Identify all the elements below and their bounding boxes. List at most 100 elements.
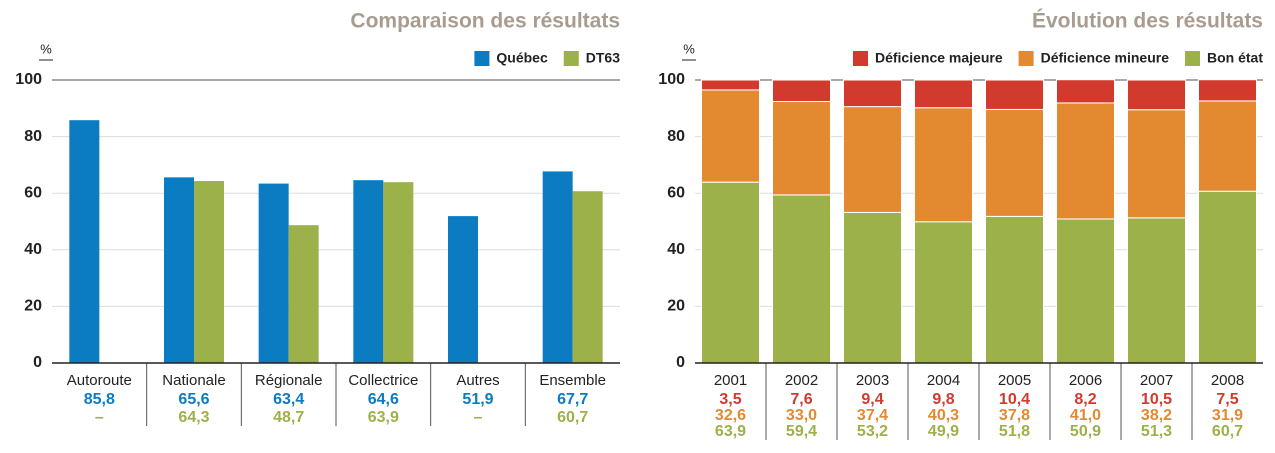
bar-segment bbox=[985, 79, 1044, 110]
legend-label: Déficience mineure bbox=[1041, 50, 1170, 66]
bar bbox=[288, 225, 319, 363]
y-tick-label: 40 bbox=[24, 241, 42, 258]
legend-label: Déficience majeure bbox=[875, 50, 1003, 66]
bar-segment bbox=[843, 79, 902, 108]
x-tick-label: 2007 bbox=[1140, 372, 1173, 389]
y-axis-label: % bbox=[40, 41, 52, 56]
value-label: 51,8 bbox=[999, 423, 1030, 440]
value-label: 38,2 bbox=[1141, 407, 1172, 424]
value-label: 8,2 bbox=[1074, 391, 1096, 408]
bar-segment bbox=[1127, 79, 1186, 111]
chart-title: Évolution des résultats bbox=[1032, 10, 1263, 33]
bar-segment bbox=[985, 108, 1044, 217]
bar-segment bbox=[701, 79, 760, 91]
x-tick-label: 2001 bbox=[714, 372, 747, 389]
value-label: 50,9 bbox=[1070, 423, 1101, 440]
value-label: 65,6 bbox=[178, 391, 209, 408]
value-label: 41,0 bbox=[1070, 407, 1101, 424]
legend-label: Bon état bbox=[1207, 50, 1263, 66]
value-label: 51,9 bbox=[462, 391, 493, 408]
x-tick-label: 2004 bbox=[927, 372, 960, 389]
x-tick-label: Autoroute bbox=[67, 372, 132, 389]
bar bbox=[164, 177, 194, 363]
y-tick-label: 60 bbox=[24, 184, 42, 201]
value-label: 33,0 bbox=[786, 407, 817, 424]
legend-label: Québec bbox=[496, 50, 548, 66]
value-label: 59,4 bbox=[786, 423, 817, 440]
legend-swatch bbox=[1018, 51, 1034, 66]
y-tick-label: 80 bbox=[24, 128, 42, 145]
value-label: 31,9 bbox=[1212, 407, 1243, 424]
x-tick-label: 2006 bbox=[1069, 372, 1102, 389]
value-label: 49,9 bbox=[928, 423, 959, 440]
bar-segment bbox=[701, 181, 760, 364]
bar bbox=[69, 120, 100, 363]
value-label: 3,5 bbox=[719, 391, 741, 408]
y-axis-label: % bbox=[683, 41, 695, 56]
bar-segment bbox=[1198, 79, 1257, 102]
chart-title: Comparaison des résultats bbox=[350, 10, 620, 33]
bar bbox=[194, 181, 224, 363]
y-tick-label: 20 bbox=[24, 298, 42, 315]
x-tick-label: 2003 bbox=[856, 372, 889, 389]
legend-swatch bbox=[1185, 51, 1200, 66]
value-label: 9,4 bbox=[861, 391, 883, 408]
value-label: – bbox=[95, 409, 104, 426]
bar bbox=[353, 180, 384, 363]
y-tick-label: 80 bbox=[667, 128, 685, 145]
bar bbox=[542, 171, 573, 363]
y-tick-label: 0 bbox=[676, 354, 685, 371]
legend-label: DT63 bbox=[586, 50, 620, 66]
bar-segment bbox=[985, 215, 1044, 364]
value-label: 63,4 bbox=[273, 391, 304, 408]
x-tick-label: 2008 bbox=[1211, 372, 1244, 389]
bar-segment bbox=[1056, 218, 1115, 364]
y-tick-label: 100 bbox=[15, 71, 42, 88]
value-label: 63,9 bbox=[368, 409, 399, 426]
legend-swatch bbox=[563, 51, 579, 66]
value-label: 7,5 bbox=[1216, 391, 1238, 408]
value-label: 60,7 bbox=[1212, 423, 1243, 440]
value-label: 37,4 bbox=[857, 407, 888, 424]
value-label: 51,3 bbox=[1141, 423, 1172, 440]
bar-segment bbox=[772, 79, 831, 103]
x-tick-label: Autres bbox=[456, 372, 499, 389]
value-label: 85,8 bbox=[84, 391, 115, 408]
value-label: 9,8 bbox=[932, 391, 954, 408]
bar-segment bbox=[914, 79, 973, 109]
y-tick-label: 60 bbox=[667, 184, 685, 201]
value-label: 63,9 bbox=[715, 423, 746, 440]
legend-swatch bbox=[474, 51, 490, 66]
y-tick-label: 40 bbox=[667, 241, 685, 258]
bar-segment bbox=[772, 194, 831, 364]
value-label: 7,6 bbox=[790, 391, 812, 408]
x-tick-label: Nationale bbox=[162, 372, 225, 389]
value-label: 37,8 bbox=[999, 407, 1030, 424]
value-label: 10,4 bbox=[999, 391, 1030, 408]
bar-segment bbox=[914, 107, 973, 223]
bar-segment bbox=[701, 89, 760, 183]
bar-segment bbox=[1127, 217, 1186, 364]
bar-segment bbox=[843, 106, 902, 213]
bar-segment bbox=[1056, 79, 1115, 104]
value-label: 40,3 bbox=[928, 407, 959, 424]
bar-segment bbox=[843, 211, 902, 364]
value-label: 32,6 bbox=[715, 407, 746, 424]
x-tick-label: 2002 bbox=[785, 372, 818, 389]
bar bbox=[258, 183, 289, 363]
bar bbox=[572, 191, 603, 363]
x-tick-label: Ensemble bbox=[539, 372, 606, 389]
value-label: 64,3 bbox=[178, 409, 209, 426]
x-tick-label: Régionale bbox=[255, 372, 323, 389]
value-label: 10,5 bbox=[1141, 391, 1172, 408]
bar-segment bbox=[772, 101, 831, 196]
value-label: – bbox=[474, 409, 483, 426]
x-tick-label: 2005 bbox=[998, 372, 1031, 389]
y-tick-label: 20 bbox=[667, 298, 685, 315]
value-label: 67,7 bbox=[557, 391, 588, 408]
bar-segment bbox=[1127, 109, 1186, 219]
value-label: 53,2 bbox=[857, 423, 888, 440]
bar-segment bbox=[1198, 190, 1257, 364]
value-label: 48,7 bbox=[273, 409, 304, 426]
